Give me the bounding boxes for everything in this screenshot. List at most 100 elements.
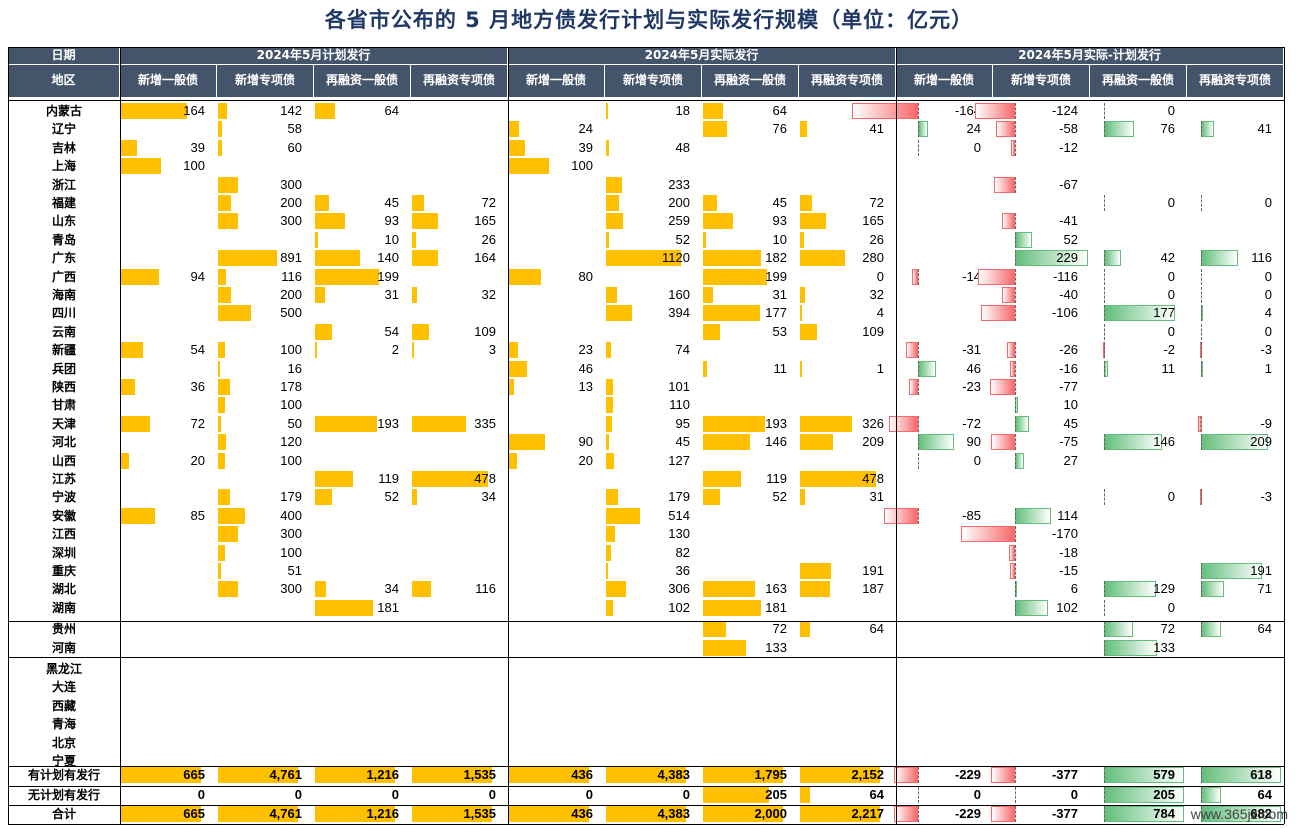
negative-bar <box>993 176 1015 193</box>
value-cell: 1,795 <box>754 767 787 782</box>
value-cell: 45 <box>675 434 690 450</box>
region-label: 北京 <box>51 735 76 750</box>
value-bar <box>800 231 805 248</box>
value-cell: 76 <box>1160 121 1175 137</box>
value-bar <box>703 639 746 656</box>
zero-axis <box>1104 342 1105 359</box>
zero-axis <box>918 103 919 119</box>
zero-axis <box>918 434 919 451</box>
region-label: 福建 <box>51 196 76 210</box>
region-label: 辽宁 <box>51 122 76 137</box>
value-bar <box>412 250 439 267</box>
value-cell: 90 <box>966 434 981 450</box>
value-bar <box>606 103 608 119</box>
value-cell: 300 <box>280 176 302 192</box>
negative-bar <box>991 767 1015 783</box>
value-cell: -12 <box>1059 139 1078 155</box>
value-cell: 682 <box>1250 806 1272 821</box>
value-bar <box>606 176 622 193</box>
value-cell: 200 <box>668 195 690 210</box>
value-cell: 200 <box>280 287 302 302</box>
value-bar <box>412 342 414 359</box>
value-bar <box>315 268 379 285</box>
region-label: 宁波 <box>51 490 76 505</box>
value-bar <box>703 489 720 506</box>
value-cell: 0 <box>1167 599 1175 615</box>
value-cell: 579 <box>1153 767 1175 782</box>
value-cell: 0 <box>391 787 399 802</box>
region-label: 山西 <box>51 453 76 468</box>
zero-axis <box>1104 268 1105 285</box>
value-cell: 0 <box>1167 489 1175 505</box>
negative-bar <box>1011 139 1015 156</box>
value-cell: -164 <box>954 103 981 118</box>
value-cell: 116 <box>475 581 496 597</box>
value-bar <box>121 103 187 119</box>
value-cell: -16 <box>1059 360 1078 376</box>
value-bar <box>218 268 226 285</box>
value-cell: -58 <box>1059 121 1078 137</box>
value-cell: 191 <box>862 563 884 578</box>
value-cell: 259 <box>668 213 690 229</box>
zero-axis <box>1201 806 1202 822</box>
value-cell: 0 <box>973 452 981 468</box>
value-bar <box>606 452 615 469</box>
value-cell: 52 <box>675 231 690 247</box>
value-bar <box>412 806 492 822</box>
value-cell: 100 <box>183 158 205 174</box>
value-cell: 80 <box>578 268 593 284</box>
zero-axis <box>918 121 919 138</box>
grid-hline <box>8 766 1284 767</box>
value-cell: 41 <box>869 121 884 137</box>
zero-axis <box>1015 379 1016 395</box>
value-cell: 178 <box>280 379 302 394</box>
zero-axis <box>1201 121 1202 138</box>
region-label: 广东 <box>51 251 76 266</box>
value-bar <box>606 213 624 230</box>
value-cell: 64 <box>869 621 884 637</box>
value-cell: 4,383 <box>657 767 690 782</box>
value-cell: 58 <box>287 121 302 137</box>
region-label: 青海 <box>51 717 76 732</box>
value-cell: 0 <box>876 268 884 284</box>
value-bar <box>800 767 880 783</box>
header-group: 2024年5月实际发行 <box>508 47 896 64</box>
zero-axis <box>1104 305 1105 322</box>
value-bar <box>703 621 727 638</box>
value-bar <box>606 434 609 451</box>
value-cell: 514 <box>668 507 690 523</box>
zero-axis <box>1201 323 1202 340</box>
zero-axis <box>1015 434 1016 451</box>
value-cell: 18 <box>675 103 690 118</box>
total-row-label: 无计划有发行 <box>27 788 100 802</box>
value-cell: -31 <box>962 342 981 358</box>
page-title: 各省市公布的 5 月地方债发行计划与实际发行规模（单位：亿元） <box>324 8 974 32</box>
value-bar <box>703 268 767 285</box>
value-bar <box>218 526 238 543</box>
value-cell: 133 <box>1153 639 1175 655</box>
value-cell: 100 <box>280 452 302 468</box>
zero-axis <box>1104 639 1105 656</box>
value-cell: -41 <box>1059 213 1078 229</box>
value-cell: 0 <box>294 787 302 802</box>
value-cell: 2 <box>391 342 399 358</box>
grid-hline <box>8 657 1284 658</box>
value-bar <box>800 787 811 803</box>
negative-bar <box>852 103 918 119</box>
value-cell: 182 <box>765 250 787 266</box>
value-bar <box>606 342 611 359</box>
value-cell: 27 <box>1063 452 1078 468</box>
value-cell: 177 <box>765 305 787 321</box>
zero-axis <box>1201 305 1202 322</box>
value-bar <box>509 767 589 783</box>
value-bar <box>412 489 418 506</box>
value-cell: 326 <box>862 415 884 431</box>
value-cell: 140 <box>377 250 399 266</box>
value-cell: 119 <box>766 471 787 486</box>
value-bar <box>606 305 633 322</box>
value-cell: 618 <box>1250 767 1272 782</box>
value-cell: 52 <box>1063 231 1078 247</box>
value-cell: -2 <box>1163 342 1175 358</box>
value-cell: 205 <box>1153 787 1175 802</box>
value-cell: -124 <box>1051 103 1078 118</box>
